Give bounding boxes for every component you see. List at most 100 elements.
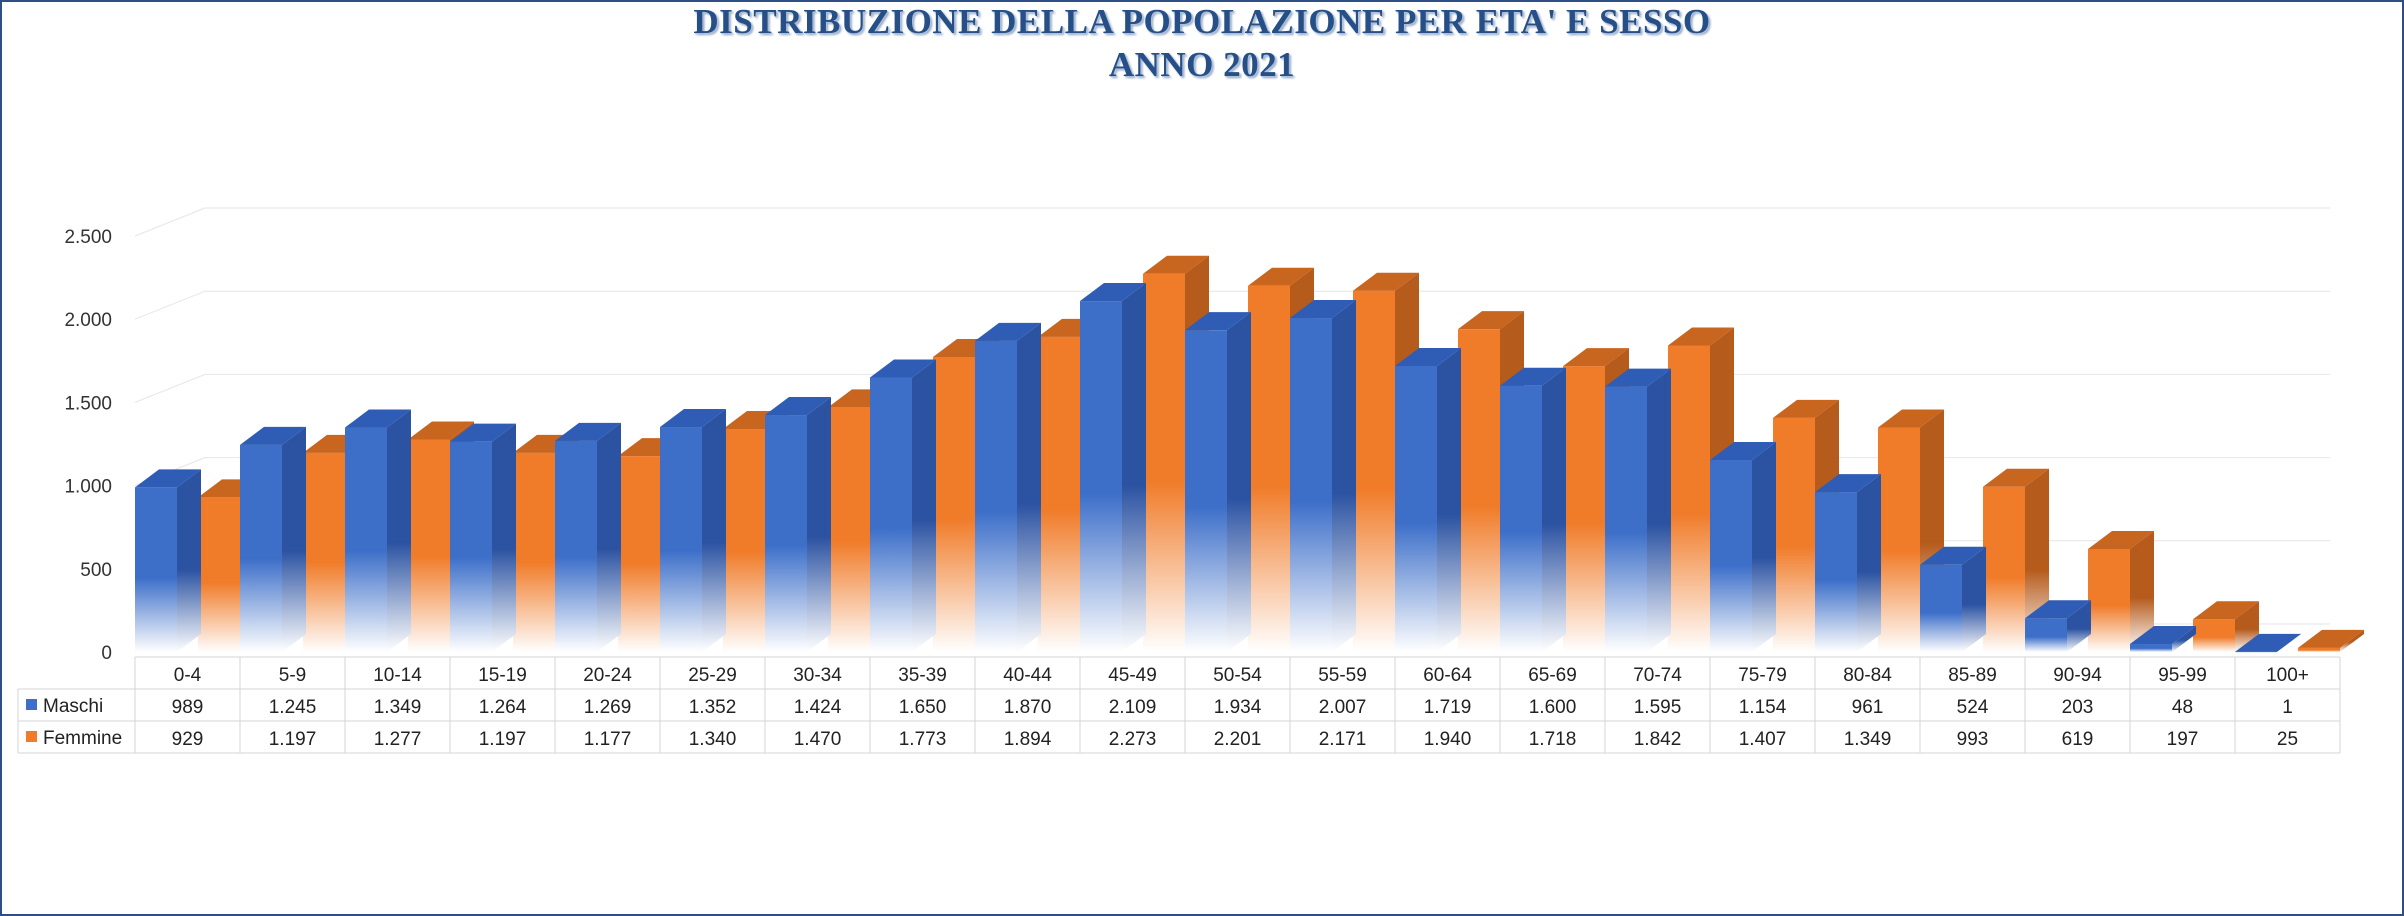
bar-maschi <box>1920 546 1986 652</box>
y-tick-label: 2.500 <box>64 227 112 248</box>
chart-subtitle: ANNO 2021 <box>1108 45 1296 84</box>
x-tick-label: 80-84 <box>1843 665 1892 686</box>
data-label-maschi: 1 <box>2282 697 2293 718</box>
x-tick-label: 100+ <box>2266 665 2309 686</box>
bar-maschi <box>2130 626 2196 652</box>
data-label-femmine: 2.201 <box>1214 729 1262 750</box>
y-tick-label: 0 <box>101 643 112 664</box>
bar-maschi <box>870 359 936 652</box>
data-label-maschi: 1.719 <box>1424 697 1472 718</box>
data-label-femmine: 1.940 <box>1424 729 1472 750</box>
legend-label-maschi: Maschi <box>43 696 103 717</box>
gridline <box>134 373 206 403</box>
x-tick-label: 35-39 <box>898 665 947 686</box>
x-tick-label: 40-44 <box>1003 665 1052 686</box>
bar-maschi <box>975 322 1041 652</box>
x-tick-label: 95-99 <box>2158 665 2207 686</box>
bar-maschi <box>240 426 306 652</box>
data-label-femmine: 1.407 <box>1739 729 1787 750</box>
bar-maschi <box>2235 633 2301 653</box>
data-label-maschi: 1.650 <box>899 697 947 718</box>
data-label-maschi: 1.269 <box>584 697 632 718</box>
data-label-femmine: 197 <box>2167 729 2199 750</box>
data-label-femmine: 929 <box>172 729 204 750</box>
data-label-femmine: 619 <box>2062 729 2094 750</box>
bar-femmine <box>2193 601 2259 652</box>
data-label-maschi: 203 <box>2062 697 2094 718</box>
data-label-femmine: 1.197 <box>479 729 527 750</box>
x-tick-label: 85-89 <box>1948 665 1997 686</box>
bar-maschi <box>1290 300 1356 652</box>
data-label-femmine: 1.340 <box>689 729 737 750</box>
x-tick-label: 60-64 <box>1423 665 1472 686</box>
y-tick-label: 500 <box>80 560 112 581</box>
bar-maschi <box>765 397 831 652</box>
data-label-maschi: 1.264 <box>479 697 527 718</box>
data-label-femmine: 1.177 <box>584 729 632 750</box>
y-tick-label: 2.000 <box>64 310 112 331</box>
data-label-maschi: 2.109 <box>1109 697 1157 718</box>
data-label-maschi: 524 <box>1957 697 1989 718</box>
data-label-femmine: 993 <box>1957 729 1989 750</box>
x-tick-label: 5-9 <box>279 665 306 686</box>
bar-maschi <box>1815 474 1881 652</box>
bar-maschi <box>1185 312 1251 652</box>
x-tick-label: 10-14 <box>373 665 422 686</box>
bar-maschi <box>660 409 726 652</box>
legend-label-femmine: Femmine <box>43 728 122 749</box>
x-tick-label: 50-54 <box>1213 665 1262 686</box>
data-label-maschi: 1.870 <box>1004 697 1052 718</box>
data-label-maschi: 1.934 <box>1214 697 1262 718</box>
x-tick-label: 20-24 <box>583 665 632 686</box>
data-label-femmine: 1.470 <box>794 729 842 750</box>
bar-maschi <box>1605 368 1671 652</box>
data-label-femmine: 1.842 <box>1634 729 1682 750</box>
x-tick-label: 25-29 <box>688 665 737 686</box>
data-label-maschi: 2.007 <box>1319 697 1367 718</box>
gridline <box>134 207 206 237</box>
data-label-femmine: 25 <box>2277 729 2298 750</box>
data-label-femmine: 1.277 <box>374 729 422 750</box>
x-tick-label: 55-59 <box>1318 665 1367 686</box>
x-tick-label: 0-4 <box>174 665 202 686</box>
x-tick-label: 90-94 <box>2053 665 2102 686</box>
bar-maschi <box>1710 441 1776 652</box>
data-label-femmine: 2.273 <box>1109 729 1157 750</box>
bar-femmine <box>2088 530 2154 652</box>
bar-maschi <box>1395 347 1461 652</box>
data-label-maschi: 1.595 <box>1634 697 1682 718</box>
data-label-maschi: 1.352 <box>689 697 737 718</box>
bar-maschi <box>135 469 201 652</box>
data-label-femmine: 1.197 <box>269 729 317 750</box>
bar-maschi <box>555 422 621 652</box>
legend-swatch-femmine <box>26 731 37 742</box>
data-label-maschi: 1.424 <box>794 697 842 718</box>
data-label-maschi: 48 <box>2172 697 2193 718</box>
x-tick-label: 15-19 <box>478 665 527 686</box>
data-label-maschi: 1.349 <box>374 697 422 718</box>
data-label-femmine: 1.773 <box>899 729 947 750</box>
bar-maschi <box>450 423 516 652</box>
data-label-maschi: 1.245 <box>269 697 317 718</box>
data-label-maschi: 1.154 <box>1739 697 1787 718</box>
data-label-femmine: 1.894 <box>1004 729 1052 750</box>
x-tick-label: 30-34 <box>793 665 842 686</box>
gridline <box>134 290 206 320</box>
data-label-femmine: 1.349 <box>1844 729 1892 750</box>
bar-maschi <box>1500 367 1566 652</box>
data-label-maschi: 989 <box>172 697 204 718</box>
x-tick-label: 45-49 <box>1108 665 1157 686</box>
data-label-maschi: 961 <box>1852 697 1884 718</box>
chart-title: DISTRIBUZIONE DELLA POPOLAZIONE PER ETA'… <box>693 2 1711 41</box>
bar-maschi <box>345 409 411 652</box>
bar-femmine <box>2298 629 2364 652</box>
data-label-femmine: 1.718 <box>1529 729 1577 750</box>
legend-swatch-maschi <box>26 699 37 710</box>
y-tick-label: 1.000 <box>64 477 112 498</box>
x-tick-label: 70-74 <box>1633 665 1682 686</box>
y-tick-label: 1.500 <box>64 393 112 414</box>
x-tick-label: 65-69 <box>1528 665 1577 686</box>
x-tick-label: 75-79 <box>1738 665 1787 686</box>
bar-maschi <box>2025 600 2091 652</box>
